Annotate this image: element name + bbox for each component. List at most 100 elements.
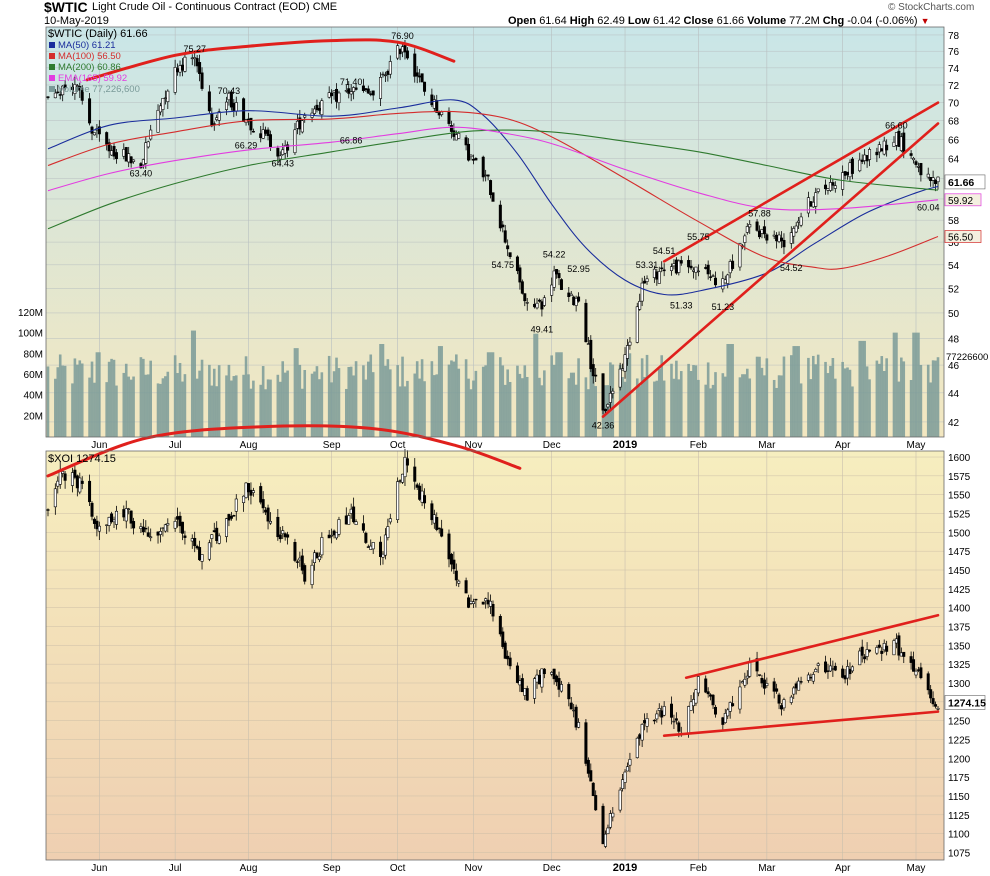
volume-bar: [173, 355, 177, 437]
volume-bar: [242, 374, 245, 437]
candle-body: [738, 686, 742, 710]
volume-bar: [435, 374, 439, 437]
candle-body: [63, 473, 67, 481]
candle-body: [806, 674, 810, 681]
ma100-line: [47, 110, 939, 270]
candle-body: [383, 534, 387, 556]
candle-body: [608, 813, 612, 828]
candle-body: [520, 281, 524, 294]
x-tick-label: Apr: [835, 863, 851, 874]
candle-body: [97, 525, 101, 532]
candle-body: [826, 670, 830, 672]
candle-body: [212, 123, 216, 125]
candle-body: [537, 299, 541, 302]
candle-body: [916, 669, 920, 671]
volume-bar: [491, 352, 495, 437]
candle-body: [283, 533, 287, 538]
volume-bar: [814, 364, 818, 437]
volume-bar: [772, 379, 776, 437]
candle-body: [471, 601, 475, 604]
x-tick-label: Feb: [690, 863, 708, 874]
volume-bar: [662, 380, 666, 437]
legend-entry: Volume 77,226,600: [58, 84, 140, 95]
trendline: [662, 101, 940, 263]
y-tick-label: 52: [948, 284, 960, 295]
candle-body: [320, 537, 324, 556]
volume-bar: [210, 385, 214, 437]
candle-body: [843, 171, 847, 176]
volume-bar: [447, 364, 451, 437]
volume-bar: [354, 361, 358, 437]
candle-body: [413, 53, 417, 77]
candle-body: [657, 271, 661, 284]
candle-body: [841, 668, 845, 678]
volume-bar: [122, 372, 126, 437]
x-tick-label: Aug: [240, 863, 258, 874]
candle-body: [728, 261, 732, 274]
candle-body: [660, 267, 664, 269]
volume-bar: [882, 371, 886, 437]
candle-body: [244, 482, 248, 498]
candle-body: [645, 718, 649, 727]
candle-body: [432, 514, 436, 524]
candle-body: [486, 174, 490, 177]
down-arrow-icon: ▼: [920, 16, 930, 26]
volume-bar: [743, 374, 747, 437]
candle-body: [618, 368, 622, 388]
candle-body: [320, 100, 324, 116]
volume-bar: [469, 389, 473, 437]
candle-body: [315, 552, 319, 559]
volume-bar: [638, 386, 642, 437]
y-tick-label: 44: [948, 389, 960, 400]
volume-bar: [755, 356, 759, 437]
candle-body: [584, 722, 588, 764]
candle-body: [107, 142, 111, 152]
volume-bar: [748, 378, 752, 437]
candle-body: [892, 640, 896, 656]
volume-bar: [738, 377, 742, 437]
candle-body: [467, 597, 471, 608]
candle-body: [811, 674, 815, 682]
candle-body: [762, 679, 766, 689]
candle-body: [430, 94, 434, 106]
candle-body: [105, 524, 109, 526]
candle-body: [515, 256, 519, 272]
candle-body: [559, 279, 563, 290]
volume-bar: [198, 370, 201, 437]
candle-body: [217, 111, 221, 121]
volume-bar: [789, 355, 793, 437]
price-annotation: 63.40: [130, 169, 153, 179]
y-tick-label: 48: [948, 334, 960, 345]
volume-bar: [330, 382, 333, 437]
candle-body: [200, 72, 204, 89]
candle-body: [506, 655, 510, 660]
candle-body: [567, 684, 571, 700]
candle-body: [501, 631, 505, 647]
candle-body: [129, 510, 133, 524]
candle-body: [618, 789, 622, 811]
volume-bar: [926, 364, 930, 437]
volume-bar: [799, 383, 803, 437]
candle-body: [313, 552, 317, 563]
candle-body: [760, 678, 764, 684]
candle-body: [403, 456, 407, 478]
legend-swatch: [49, 64, 55, 70]
candle-body: [833, 665, 837, 671]
volume-bar: [909, 380, 913, 437]
candle-body: [281, 149, 285, 155]
volume-bar: [142, 358, 145, 437]
volume-bar: [176, 373, 179, 437]
candle-body: [902, 132, 906, 154]
candle-body: [608, 392, 612, 403]
y-tick-label: 66: [948, 135, 960, 146]
candle-body: [745, 675, 749, 679]
candle-body: [748, 224, 752, 228]
volume-bar: [640, 358, 644, 437]
x-tick-label: Oct: [390, 863, 406, 874]
candle-body: [525, 302, 529, 304]
candle-body: [721, 278, 725, 290]
candle-body: [537, 674, 541, 685]
candle-body: [454, 570, 458, 581]
volume-bar: [403, 386, 407, 437]
price-annotation: 76.90: [391, 31, 414, 41]
